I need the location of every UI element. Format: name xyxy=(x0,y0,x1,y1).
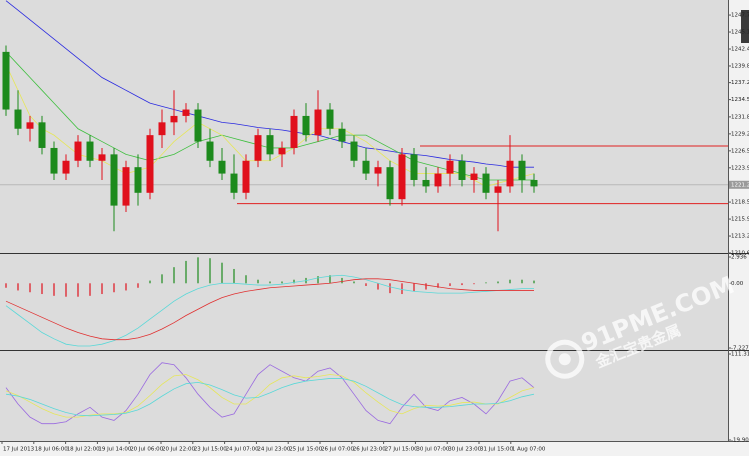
x-tick-label: 17 Jul 2013 xyxy=(3,447,35,453)
x-tick-label: 31 Jul 15:00 xyxy=(480,447,513,453)
current-price-label: 1221.25 xyxy=(731,182,749,188)
candle-body xyxy=(218,160,226,174)
y-tick-label: -19.904 xyxy=(731,438,749,444)
x-tick-label: 25 Jul 15:00 xyxy=(289,447,322,453)
y-tick-label: 1213.25 xyxy=(731,234,749,240)
axis-badge xyxy=(741,10,749,43)
candle-body xyxy=(338,128,346,142)
x-tick-label: 1 Aug 07:00 xyxy=(512,447,546,453)
candle-body xyxy=(362,160,370,174)
candle-body xyxy=(458,160,466,180)
x-tick-label: 23 Jul 15:00 xyxy=(194,447,227,453)
y-tick-label: 111.314 xyxy=(731,352,749,358)
y-tick-label: 1234.55 xyxy=(731,97,749,103)
y-tick-label: 2.936 xyxy=(731,255,747,261)
macd-line xyxy=(5,274,534,347)
candle-body xyxy=(470,173,478,180)
x-tick-label: 20 Jul 22:00 xyxy=(162,447,195,453)
candle-body xyxy=(518,160,526,180)
candle-body xyxy=(122,167,130,206)
candle-body xyxy=(170,115,178,123)
candle-body xyxy=(14,109,22,129)
candle-body xyxy=(206,141,214,161)
x-tick-label: 30 Jul 23:00 xyxy=(448,447,481,453)
candle-body xyxy=(110,154,118,206)
price-axis-area xyxy=(729,0,749,456)
current-price-box xyxy=(729,180,749,189)
watermark-logo xyxy=(558,353,571,366)
y-tick-label: 1237.20 xyxy=(731,80,749,86)
x-tick-label: 24 Jul 07:00 xyxy=(226,447,259,453)
y-tick-label: 1223.90 xyxy=(731,165,749,171)
candle-body xyxy=(314,109,322,136)
x-tick-label: 20 Jul 06:00 xyxy=(130,447,163,453)
candle-body xyxy=(302,115,310,136)
x-tick-label: 30 Jul 07:00 xyxy=(416,447,449,453)
candle-body xyxy=(278,147,286,155)
x-tick-label: 27 Jul 15:00 xyxy=(385,447,418,453)
x-tick-label: 18 Jul 06:00 xyxy=(35,447,68,453)
y-tick-label: 1226.55 xyxy=(731,148,749,154)
candle-body xyxy=(146,135,154,193)
oscillator-line xyxy=(5,362,535,425)
candle-body xyxy=(230,173,238,193)
candle-body xyxy=(326,109,334,129)
oscillator-line xyxy=(5,378,535,417)
candle-body xyxy=(398,154,406,200)
x-tick-label: 18 Jul 22:00 xyxy=(67,447,100,453)
x-tick-label: 26 Jul 23:00 xyxy=(353,447,386,453)
candle-body xyxy=(530,179,538,187)
candle-body xyxy=(290,115,298,148)
candle-body xyxy=(506,160,514,187)
candle-body xyxy=(434,173,442,187)
x-tick-label: 24 Jul 23:00 xyxy=(257,447,290,453)
candle-body xyxy=(482,173,490,193)
time-axis-area xyxy=(0,441,749,456)
candle-body xyxy=(62,160,70,174)
y-tick-label: 1231.85 xyxy=(731,114,749,120)
y-tick-label: 1239.80 xyxy=(731,63,749,69)
candle-body xyxy=(266,135,274,155)
y-tick-label: 1242.45 xyxy=(731,46,749,52)
y-tick-label: 1229.20 xyxy=(731,131,749,137)
y-tick-label: 1215.90 xyxy=(731,217,749,223)
y-tick-label: 1245.10 xyxy=(731,30,749,36)
candle-body xyxy=(74,141,82,161)
candle-body xyxy=(86,141,94,161)
candle-body xyxy=(2,51,10,110)
candle-body xyxy=(194,109,202,142)
candle-body xyxy=(158,122,166,136)
candle-body xyxy=(98,154,106,161)
y-tick-label: -7.227 xyxy=(731,346,749,352)
watermark-logo xyxy=(545,339,585,379)
candle-body xyxy=(410,154,418,180)
candle-body xyxy=(38,122,46,148)
candle-body xyxy=(254,135,262,161)
candle-body xyxy=(422,179,430,187)
x-tick-label: 26 Jul 07:00 xyxy=(321,447,354,453)
y-tick-label: 1210.60 xyxy=(731,251,749,257)
candle-body xyxy=(26,122,34,129)
candle-body xyxy=(134,167,142,193)
candle-body xyxy=(494,186,502,193)
candle-body xyxy=(446,160,454,174)
y-tick-label: 1247.75 xyxy=(731,13,749,19)
candle-body xyxy=(50,147,58,174)
oscillator-line xyxy=(5,374,535,418)
x-tick-label: 19 Jul 14:00 xyxy=(98,447,131,453)
macd-line xyxy=(5,278,534,341)
y-tick-label: 0.00 xyxy=(731,281,744,287)
candle-body xyxy=(374,167,382,174)
candle-body xyxy=(182,109,190,116)
y-tick-label: 1218.55 xyxy=(731,200,749,206)
candle-body xyxy=(242,160,250,193)
candle-body xyxy=(350,141,358,161)
candle-body xyxy=(386,167,394,200)
